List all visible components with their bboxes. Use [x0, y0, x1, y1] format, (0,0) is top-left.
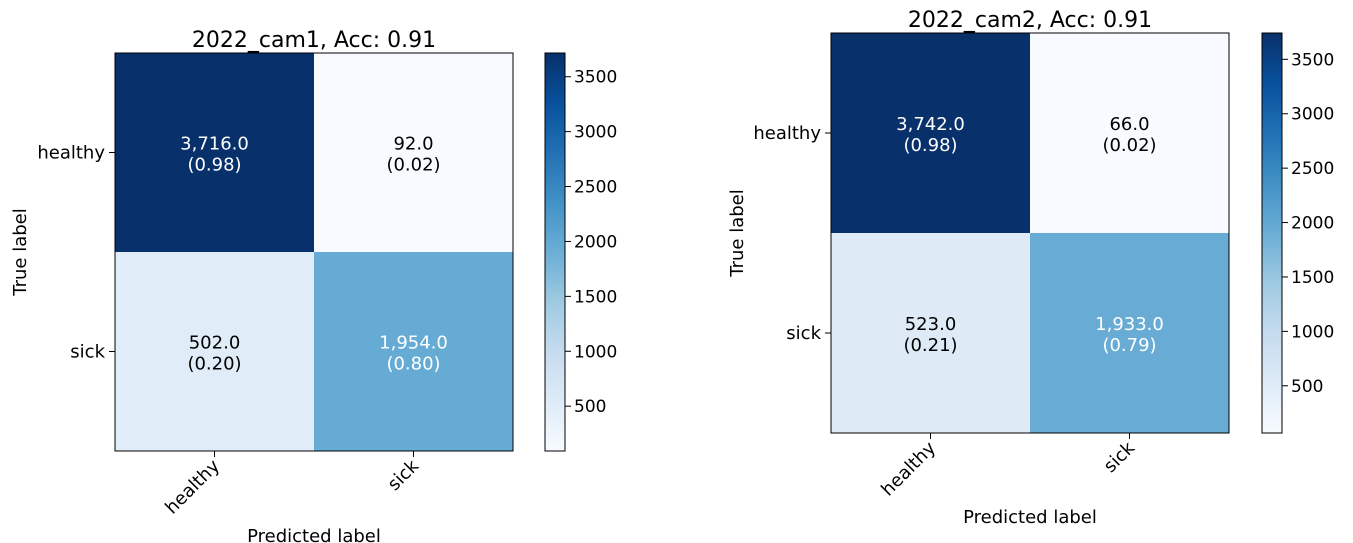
cell-ratio-label: (0.20): [187, 354, 241, 375]
cell-value-label: 523.0: [905, 314, 957, 335]
colorbar: 500 1000 1500 2000 2500 3000 3500: [1261, 32, 1334, 434]
cell-value-label: 92.0: [393, 134, 433, 155]
cell-value-label: 502.0: [189, 333, 241, 354]
colorbar-gradient: [545, 53, 565, 451]
y-axis-label: True label: [727, 189, 748, 278]
confusion-matrix-2: 3,742.0(0.98) 66.0(0.02) 523.0(0.21) 1,933.…: [727, 8, 1334, 528]
colorbar-tick-label: 2000: [1291, 214, 1334, 234]
cell-value-label: 1,933.0: [1095, 314, 1164, 335]
cell-ratio-label: (0.80): [386, 354, 440, 375]
colorbar-gradient: [1262, 33, 1282, 433]
y-tick-label: healthy: [753, 123, 821, 144]
heatmap-cell-0-1: [1030, 33, 1229, 233]
colorbar-tick-label: 3000: [574, 123, 617, 143]
colorbar-tick-label: 1500: [574, 287, 617, 307]
cell-value-label: 1,954.0: [379, 333, 448, 354]
y-tick-label: sick: [786, 323, 821, 344]
x-tick-label: healthy: [877, 437, 940, 500]
x-tick-label: sick: [384, 455, 424, 495]
colorbar-tick-label: 1000: [1291, 322, 1334, 342]
colorbar-tick-label: 500: [574, 397, 606, 417]
colorbar-tick-label: 2500: [1291, 159, 1334, 179]
colorbar-frame: [1261, 32, 1283, 434]
confusion-matrix-1: 3,716.0(0.98) 92.0(0.02) 502.0(0.20) 1,954.…: [10, 28, 617, 543]
colorbar-tick-label: 1000: [574, 342, 617, 362]
cell-ratio-label: (0.21): [903, 335, 957, 356]
cell-value-label: 3,742.0: [896, 114, 965, 135]
heatmap-cell-1-0: [115, 252, 314, 451]
colorbar-tick-label: 1500: [1291, 268, 1334, 288]
y-tick-label: sick: [70, 342, 105, 363]
chart-title: 2022_cam1, Acc: 0.91: [192, 28, 436, 53]
y-tick-label: healthy: [37, 143, 105, 164]
x-axis-label: Predicted label: [247, 526, 381, 543]
cell-ratio-label: (0.98): [903, 135, 957, 156]
heatmap-cell-0-1: [314, 53, 513, 252]
colorbar-tick-label: 3500: [1291, 50, 1334, 70]
colorbar-tick-label: 3500: [574, 68, 617, 88]
colorbar-frame: [544, 52, 566, 452]
cell-ratio-label: (0.98): [187, 155, 241, 176]
colorbar-tick-label: 3000: [1291, 105, 1334, 125]
cell-ratio-label: (0.02): [1102, 135, 1156, 156]
y-axis-label: True label: [10, 208, 31, 297]
colorbar: 500 1000 1500 2000 2500 3000 3500: [544, 52, 617, 452]
cell-ratio-label: (0.02): [386, 155, 440, 176]
plot-frame: [830, 32, 1230, 434]
colorbar-tick-label: 2000: [574, 232, 617, 252]
cell-ratio-label: (0.79): [1102, 335, 1156, 356]
cell-value-label: 66.0: [1109, 114, 1149, 135]
colorbar-tick-label: 2500: [574, 178, 617, 198]
x-tick-label: healthy: [161, 455, 224, 518]
heatmap-cell-1-1: [314, 252, 513, 451]
heatmap-cell-0-0: [831, 33, 1030, 233]
x-tick-label: sick: [1100, 437, 1140, 477]
cell-value-label: 3,716.0: [180, 134, 249, 155]
heatmap-cell-0-0: [115, 53, 314, 252]
plot-frame: [114, 52, 514, 452]
heatmap-cell-1-1: [1030, 233, 1229, 433]
chart-title: 2022_cam2, Acc: 0.91: [908, 8, 1152, 33]
heatmap-cell-1-0: [831, 233, 1030, 433]
x-axis-label: Predicted label: [963, 507, 1097, 528]
colorbar-tick-label: 500: [1291, 377, 1323, 397]
